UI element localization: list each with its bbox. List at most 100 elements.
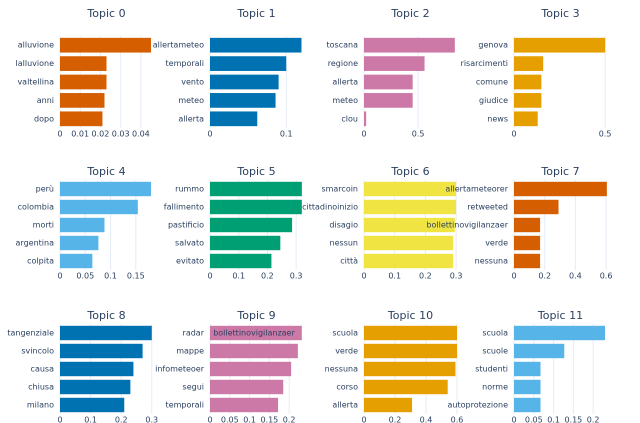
y-tick-label: radar bbox=[183, 329, 205, 338]
subplot-title: Topic 3 bbox=[540, 7, 579, 20]
bar bbox=[60, 343, 143, 359]
y-tick-label: argentina bbox=[16, 239, 55, 248]
x-tick-label: 0.2 bbox=[587, 416, 600, 423]
y-tick-label: alluvione bbox=[18, 41, 54, 50]
y-tick-label: causa bbox=[31, 365, 55, 374]
subplot-title: Topic 7 bbox=[540, 165, 579, 178]
y-tick-label: chiusa bbox=[28, 383, 54, 392]
y-tick-label: bollettinovigilanzaer bbox=[426, 221, 508, 230]
y-tick-label: scuola bbox=[482, 329, 508, 338]
bar bbox=[60, 56, 107, 71]
bar bbox=[514, 343, 565, 359]
bar bbox=[210, 181, 302, 197]
y-tick-label: milano bbox=[27, 401, 54, 410]
x-tick-label: 0 bbox=[511, 272, 516, 281]
bar bbox=[210, 253, 272, 269]
y-tick-label: scuola bbox=[332, 329, 358, 338]
y-tick-label: segui bbox=[183, 383, 204, 392]
y-tick-label: vento bbox=[181, 78, 204, 87]
bar bbox=[364, 181, 457, 197]
x-tick-label: 0.2 bbox=[115, 416, 128, 423]
x-tick-label: 0.05 bbox=[525, 416, 543, 423]
y-tick-label: meteo bbox=[332, 96, 358, 105]
x-tick-label: 0.1 bbox=[104, 272, 117, 281]
y-tick-label: risarcimenti bbox=[461, 59, 508, 68]
bar bbox=[364, 379, 448, 395]
subplot-title: Topic 11 bbox=[537, 309, 583, 322]
x-tick-label: 0.6 bbox=[600, 272, 613, 281]
y-tick-label: studenti bbox=[475, 365, 508, 374]
y-tick-label: nessuna bbox=[475, 257, 508, 266]
y-tick-label: autoprotezione bbox=[448, 401, 509, 410]
y-tick-label: colombia bbox=[18, 203, 55, 212]
y-tick-label: disagio bbox=[329, 221, 358, 230]
bar bbox=[210, 93, 276, 108]
bar bbox=[364, 325, 457, 341]
bar bbox=[210, 343, 298, 359]
bar bbox=[514, 199, 559, 215]
y-tick-label: temporali bbox=[166, 59, 204, 68]
subplot-title: Topic 5 bbox=[236, 165, 275, 178]
bar bbox=[210, 361, 292, 377]
bar bbox=[210, 74, 279, 90]
y-tick-label: allerta bbox=[178, 114, 204, 123]
x-tick-label: 0.3 bbox=[290, 272, 303, 281]
y-tick-label: clou bbox=[341, 114, 358, 123]
y-tick-label: dopo bbox=[34, 114, 54, 123]
x-tick-label: 0.1 bbox=[280, 130, 293, 139]
y-tick-label: toscana bbox=[327, 41, 359, 50]
x-tick-label: 0 bbox=[57, 130, 62, 139]
bar bbox=[210, 199, 302, 215]
bar bbox=[364, 217, 455, 233]
bar bbox=[364, 397, 413, 413]
bar bbox=[514, 93, 542, 108]
bar bbox=[514, 37, 606, 53]
bar bbox=[364, 343, 457, 359]
x-tick-label: 0 bbox=[207, 130, 212, 139]
x-tick-label: 0.2 bbox=[538, 272, 551, 281]
subplot-title: Topic 1 bbox=[236, 7, 275, 20]
bar bbox=[60, 361, 134, 377]
bar bbox=[514, 253, 541, 269]
bar bbox=[60, 37, 151, 53]
y-tick-label: svincolo bbox=[21, 347, 54, 356]
y-tick-label: scuole bbox=[482, 347, 508, 356]
x-tick-label: 0.5 bbox=[599, 130, 612, 139]
bar bbox=[210, 379, 284, 395]
x-tick-label: 0 bbox=[207, 416, 212, 423]
bar bbox=[364, 111, 367, 127]
subplot-title: Topic 0 bbox=[86, 7, 125, 20]
x-tick-label: 0.2 bbox=[283, 416, 296, 423]
subplot-title: Topic 8 bbox=[86, 309, 125, 322]
bar bbox=[364, 93, 413, 108]
bar bbox=[210, 235, 281, 251]
y-tick-label: comune bbox=[476, 78, 508, 87]
bar bbox=[514, 325, 606, 341]
x-tick-label: 0.15 bbox=[127, 272, 145, 281]
y-tick-label: salvato bbox=[175, 239, 204, 248]
x-tick-label: 0.1 bbox=[243, 416, 256, 423]
y-tick-label: verde bbox=[335, 347, 358, 356]
x-tick-label: 0.1 bbox=[388, 272, 401, 281]
bar bbox=[514, 56, 544, 71]
x-tick-label: 0.03 bbox=[112, 130, 130, 139]
y-tick-label: allerta bbox=[332, 78, 358, 87]
subplot-title: Topic 4 bbox=[86, 165, 125, 178]
x-tick-label: 0.4 bbox=[569, 272, 582, 281]
bar bbox=[514, 379, 541, 395]
bar bbox=[60, 74, 107, 90]
bar bbox=[364, 361, 456, 377]
x-tick-label: 0.04 bbox=[132, 130, 150, 139]
x-tick-label: 0 bbox=[207, 272, 212, 281]
bar bbox=[60, 111, 103, 127]
bar bbox=[60, 93, 105, 108]
y-tick-label: evitato bbox=[176, 257, 204, 266]
bar bbox=[364, 199, 457, 215]
y-tick-label: infometeoer bbox=[155, 365, 205, 374]
x-tick-label: 0.1 bbox=[84, 416, 97, 423]
y-tick-label: mappe bbox=[176, 347, 204, 356]
x-tick-label: 0.5 bbox=[412, 130, 425, 139]
x-tick-label: 0.15 bbox=[260, 416, 278, 423]
bar bbox=[210, 56, 287, 71]
y-tick-label: allertameteorer bbox=[445, 185, 508, 194]
